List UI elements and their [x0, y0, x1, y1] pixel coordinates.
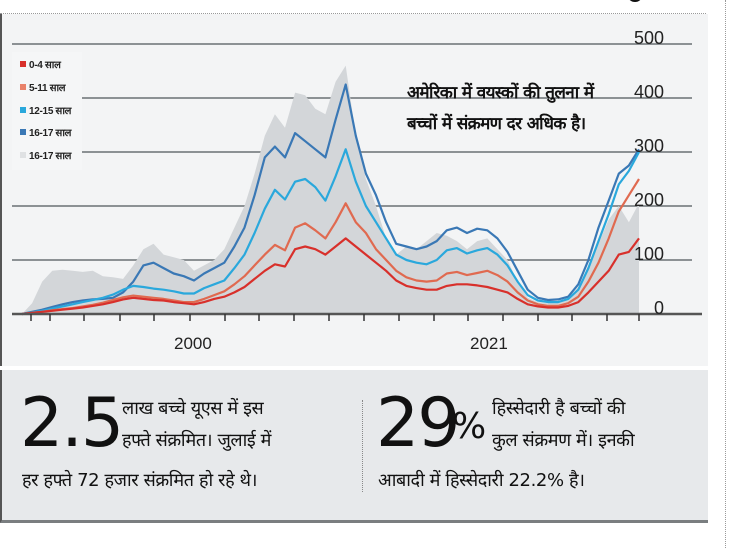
legend-label: 16-17 साल [29, 151, 72, 162]
line-series-12-15 [21, 148, 640, 316]
legend-label: 5-11 साल [29, 83, 66, 94]
stat-text-line: लाख बच्चे यूएस में इस [122, 398, 264, 419]
annotation-line: बच्चों में संक्रमण दर अधिक है। [407, 114, 586, 134]
line-chart [12, 43, 702, 321]
y-tick-label: 400 [633, 82, 664, 102]
line-series-16-17 [21, 83, 640, 316]
line-series-5-11 [21, 178, 640, 316]
stat-number: 29 [376, 384, 461, 463]
y-tick-label: 500 [633, 28, 664, 48]
legend-item: 0-4 साल [20, 56, 61, 72]
y-tick-label: 100 [633, 244, 664, 264]
legend-label: 12-15 साल [29, 106, 72, 117]
stat-text-line: हफ्ते संक्रमित। जुलाई में [122, 430, 272, 451]
x-tick-label: 2021 [470, 334, 508, 353]
stat-number: 2.5 [20, 384, 124, 463]
stat-text-line: हिस्सेदारी है बच्चों की [492, 398, 625, 419]
legend-item: 12-15 साल [20, 102, 71, 118]
stat-number-suffix: % [452, 406, 487, 447]
stat-text-line: कुल संक्रमण में। इनकी [492, 430, 635, 451]
stats-panel: 2.5 लाख बच्चे यूएस में इस हफ्ते संक्रमित… [0, 370, 708, 523]
x-tick-label: 2000 [174, 334, 212, 353]
right-dotted-border [725, 0, 726, 548]
legend-swatch [20, 107, 26, 113]
stat-text-line: हर हफ्ते 72 हजार संक्रमित हो रहे थे। [22, 470, 258, 491]
stat-text-line: आबादी में हिस्सेदारी 22.2% है। [378, 470, 585, 491]
chart-annotation: अमेरिका में वयस्कों की तुलना में बच्चों … [407, 78, 594, 140]
top-dotted-border [0, 13, 706, 14]
annotation-line: अमेरिका में वयस्कों की तुलना में [407, 83, 594, 103]
legend-label: 16-17 साल [29, 128, 72, 139]
cropped-glyph [628, 0, 642, 2]
legend: 0-4 साल 5-11 साल 12-15 साल 16-17 साल 16-… [12, 52, 82, 170]
y-tick-label: 200 [633, 190, 664, 210]
legend-item: 16-17 साल [20, 124, 71, 140]
chart-panel: 0-4 साल 5-11 साल 12-15 साल 16-17 साल 16-… [0, 14, 708, 366]
legend-item: 5-11 साल [20, 79, 66, 95]
stat-divider [362, 400, 363, 492]
y-tick-label: 0 [653, 298, 664, 318]
legend-swatch [20, 84, 26, 90]
y-tick-label: 300 [633, 136, 664, 156]
legend-item: 16-17 साल [20, 147, 71, 163]
legend-swatch [20, 129, 26, 135]
legend-swatch [20, 61, 26, 67]
legend-label: 0-4 साल [29, 60, 61, 71]
line-series-0-4 [21, 237, 640, 316]
legend-swatch [20, 152, 26, 158]
